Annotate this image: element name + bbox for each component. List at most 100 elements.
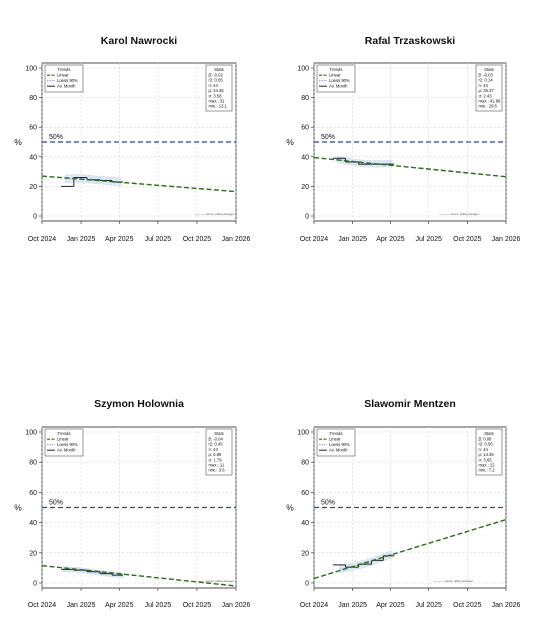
y-tick-label: 100	[25, 66, 37, 73]
x-tick-label: Oct 2025	[183, 236, 212, 243]
chart-panel: Szymon Holownia 0 20 40 60 80 100 Oct 2024 Jan 2…	[14, 398, 250, 609]
y-tick-label: 40	[301, 520, 309, 527]
stats-line: n: 44	[209, 83, 219, 88]
footnote-text: source: polling averages	[445, 579, 474, 583]
stats-line: β: 0.08	[479, 437, 493, 442]
x-tick-label: Jan 2026	[222, 236, 251, 243]
y-tick-label: 20	[301, 184, 309, 191]
x-tick-label: Jan 2026	[492, 602, 521, 609]
stats-line: r2: 0.45	[209, 442, 224, 447]
stats-line: max.: 41.96	[479, 99, 502, 104]
stats-line: min.: 13.1	[209, 104, 228, 109]
y-tick-label: 0	[305, 581, 309, 588]
chart-title: Karol Nawrocki	[101, 35, 178, 47]
reference-line-label: 50%	[49, 500, 63, 507]
legend-item-label: Av. Month	[57, 84, 76, 89]
reference-line-label: 50%	[49, 134, 63, 141]
stats-line: max.: 31	[209, 99, 226, 104]
stats-title: Stats	[214, 431, 224, 436]
chart-panel: Karol Nawrocki 0 20 40 60 80 100 Oct 2024 Jan 20…	[14, 35, 250, 243]
y-tick-label: 100	[297, 430, 309, 437]
x-tick-label: Jan 2025	[338, 236, 367, 243]
y-axis-label: %	[14, 503, 22, 513]
y-tick-label: 100	[25, 430, 37, 437]
y-tick-label: 20	[301, 550, 309, 557]
legend-box	[316, 64, 356, 93]
loess-band	[62, 566, 124, 579]
y-tick-label: 40	[29, 520, 37, 527]
legend-item-label: Loess 90%	[329, 442, 350, 447]
stats-line: β: -0.03	[479, 73, 494, 78]
y-tick-label: 20	[29, 550, 37, 557]
stats-line: n: 44	[479, 447, 489, 452]
y-tick-label: 100	[297, 66, 309, 73]
x-tick-label: Oct 2025	[183, 602, 212, 609]
footnote-text: source: polling averages	[206, 212, 235, 216]
chart-title: Szymon Holownia	[94, 398, 184, 410]
legend-item-label: Av. Month	[57, 448, 76, 453]
stats-line: r2: 0.14	[479, 78, 494, 83]
linear-trend-line	[314, 518, 506, 580]
legend-item-label: Linear	[329, 73, 341, 78]
stats-line: r2: 0.56	[479, 442, 494, 447]
stats-line: μ: 24.35	[209, 88, 225, 93]
linear-trend-line	[42, 175, 236, 193]
legend-item-label: Av. Month	[329, 448, 348, 453]
y-tick-label: 80	[29, 460, 37, 467]
legend-title: Trends	[58, 67, 71, 72]
y-tick-label: 20	[29, 184, 37, 191]
x-tick-label: Jan 2025	[67, 236, 96, 243]
legend-item-label: Linear	[57, 73, 69, 78]
stats-line: β: -0.04	[209, 437, 224, 442]
stats-line: max.: 11	[209, 463, 225, 468]
y-tick-label: 60	[301, 490, 309, 497]
x-tick-label: Jul 2025	[415, 236, 442, 243]
x-tick-label: Jul 2025	[415, 602, 442, 609]
stats-frame	[475, 64, 503, 112]
stats-title: Stats	[484, 67, 494, 72]
stats-line: min.: 7.2	[479, 468, 496, 473]
stats-line: min.: 29.6	[479, 104, 498, 109]
footnote-text: source: polling averages	[206, 579, 235, 583]
legend-item-label: Loess 90%	[57, 442, 78, 447]
stats-line: μ: 14.36	[479, 452, 495, 457]
y-tick-label: 80	[301, 95, 309, 102]
y-tick-label: 40	[301, 154, 309, 161]
y-axis-label: %	[286, 137, 294, 147]
stats-line: μ: 6.99	[209, 452, 223, 457]
reference-line-label: 50%	[321, 134, 335, 141]
stats-line: n: 44	[209, 447, 219, 452]
x-tick-label: Apr 2025	[105, 602, 134, 609]
legend-box	[44, 64, 84, 93]
legend-item-label: Loess 90%	[329, 78, 350, 83]
stats-line: σ: 1.79	[209, 457, 223, 462]
x-tick-label: Jan 2026	[492, 236, 521, 243]
y-tick-label: 80	[301, 460, 309, 467]
stats-line: min.: 3.6	[209, 468, 226, 473]
y-tick-label: 60	[29, 490, 37, 497]
x-tick-label: Jan 2025	[338, 602, 367, 609]
x-tick-label: Jan 2025	[67, 602, 96, 609]
stats-title: Stats	[214, 67, 224, 72]
y-tick-label: 0	[33, 581, 37, 588]
chart-title: Rafal Trzaskowski	[365, 35, 456, 47]
x-tick-label: Apr 2025	[105, 236, 134, 243]
stats-line: σ: 3.58	[209, 93, 223, 98]
stats-title: Stats	[484, 431, 494, 436]
chart-title: Slawomir Mentzen	[364, 398, 456, 410]
y-tick-label: 0	[33, 214, 37, 221]
stats-line: μ: 35.37	[479, 88, 495, 93]
y-tick-label: 0	[305, 214, 309, 221]
stats-frame	[475, 428, 503, 476]
footnote-text: source: polling averages	[451, 212, 480, 216]
stats-line: n: 44	[479, 83, 489, 88]
linear-trend-line	[42, 564, 236, 587]
x-tick-label: Jul 2025	[145, 602, 172, 609]
